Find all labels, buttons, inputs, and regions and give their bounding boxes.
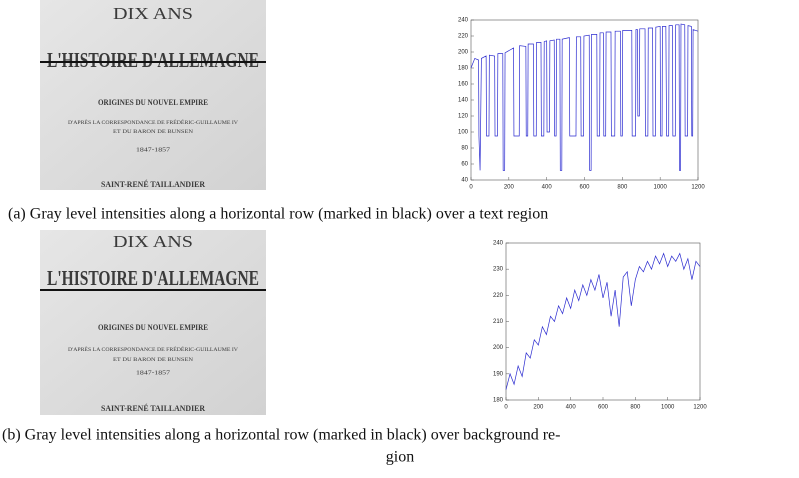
x-tick-label: 1200 [691, 185, 705, 191]
scan-text: 1847-1857 [136, 370, 170, 376]
y-tick-label: 140 [458, 98, 469, 104]
x-tick-label: 200 [533, 405, 544, 411]
plot-frame [505, 242, 701, 401]
scan-text: ET DU BARON DE BUNSEN [113, 130, 193, 135]
y-tick-label: 230 [493, 267, 504, 273]
scan-text: D'APRÈS LA CORRESPONDANCE DE FRÉDÉRIC-GU… [68, 120, 238, 126]
y-tick-label: 240 [458, 18, 469, 24]
y-tick-label: 80 [461, 146, 468, 152]
scan-text: L'HISTOIRE D'ALLEMAGNE [47, 266, 259, 290]
x-tick-label: 0 [469, 185, 473, 191]
scan-text: SAINT-RENÉ TAILLANDIER [101, 179, 205, 189]
book-scan [40, 230, 266, 415]
scan-text: ORIGINES DU NOUVEL EMPIRE [98, 98, 208, 107]
x-tick-label: 400 [542, 185, 553, 191]
y-tick-label: 190 [493, 371, 504, 377]
x-tick-label: 1000 [653, 185, 667, 191]
y-tick-label: 210 [493, 319, 504, 325]
y-tick-label: 180 [493, 398, 504, 404]
y-tick-label: 200 [493, 345, 504, 351]
scan-text: D'APRÈS LA CORRESPONDANCE DE FRÉDÉRIC-GU… [68, 347, 238, 353]
x-tick-label: 1000 [661, 405, 675, 411]
x-tick-label: 600 [598, 405, 609, 411]
x-tick-label: 200 [504, 185, 515, 191]
scan-text: 1847-1857 [136, 147, 170, 153]
x-tick-label: 800 [617, 185, 628, 191]
caption: (a) Gray level intensities along a horiz… [8, 206, 548, 223]
x-tick-label: 0 [504, 405, 508, 411]
x-tick-label: 400 [566, 405, 577, 411]
x-tick-label: 600 [579, 185, 590, 191]
signal-line [505, 252, 701, 390]
y-tick-label: 240 [493, 241, 504, 247]
y-tick-label: 220 [493, 293, 504, 299]
y-tick-label: 120 [458, 114, 469, 120]
y-tick-label: 160 [458, 82, 469, 88]
book-scan [40, 0, 266, 190]
scan-text: DIX ANS [113, 232, 193, 251]
y-tick-label: 180 [458, 66, 469, 72]
scan-text: ET DU BARON DE BUNSEN [113, 358, 193, 363]
y-tick-label: 220 [458, 34, 469, 40]
caption: gion [386, 449, 414, 466]
x-tick-label: 800 [630, 405, 641, 411]
scan-text: SAINT-RENÉ TAILLANDIER [101, 403, 205, 413]
scan-text: ORIGINES DU NOUVEL EMPIRE [98, 323, 208, 332]
y-tick-label: 60 [461, 162, 468, 168]
y-tick-label: 200 [458, 50, 469, 56]
signal-line [470, 23, 699, 171]
y-tick-label: 100 [458, 130, 469, 136]
scan-text: DIX ANS [113, 4, 193, 23]
caption: (b) Gray level intensities along a horiz… [2, 427, 560, 444]
y-tick-label: 40 [461, 178, 468, 184]
x-tick-label: 1200 [693, 405, 707, 411]
scan-text: L'HISTOIRE D'ALLEMAGNE [47, 48, 259, 72]
